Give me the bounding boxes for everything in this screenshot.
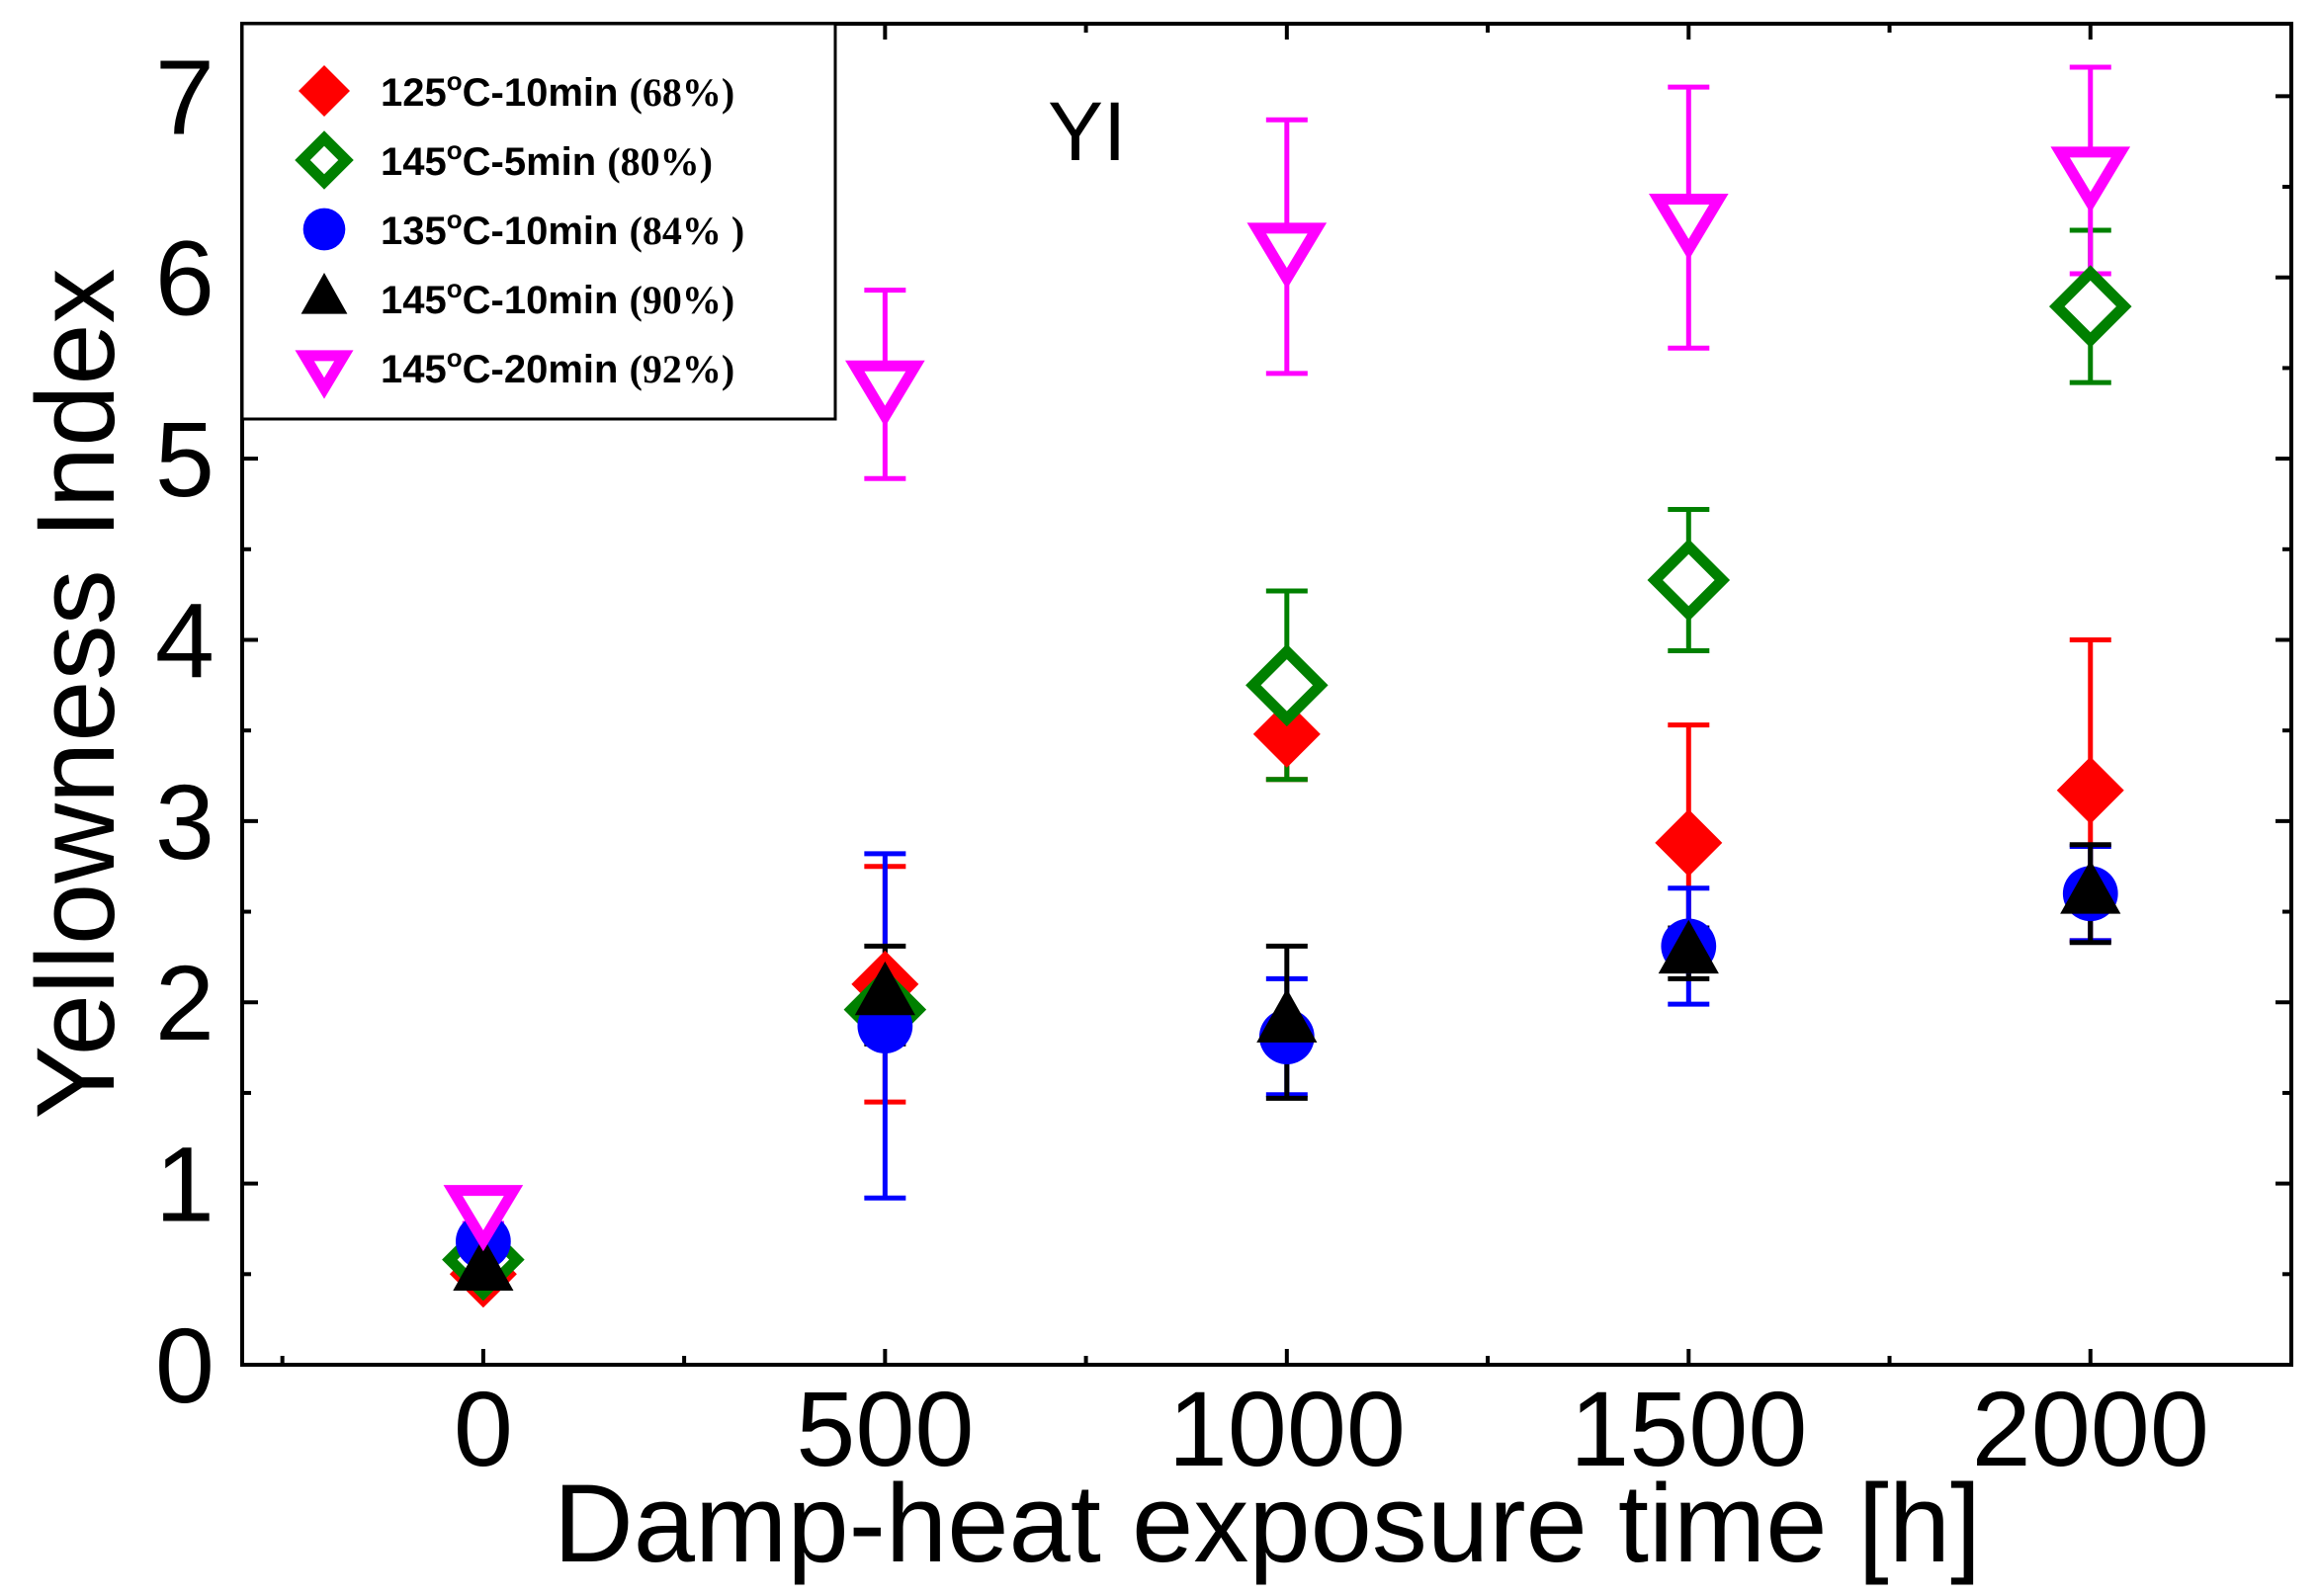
data-point	[2057, 273, 2124, 340]
x-tick-label: 2000	[1972, 1369, 2209, 1488]
y-tick-label: 2	[155, 943, 215, 1062]
y-axis-title: Yellowness Index	[14, 268, 137, 1119]
y-tick-label: 3	[155, 762, 215, 882]
legend: 125oC-10min (68%) 145oC-5min (80%) 135oC-1…	[242, 24, 835, 419]
y-tick-label: 5	[155, 399, 215, 519]
x-axis-title: Damp-heat exposure time [h]	[554, 1462, 1981, 1585]
data-point	[2057, 757, 2124, 824]
legend-label: 145oC-10min (90%)	[381, 274, 734, 322]
series-2	[450, 273, 2124, 1294]
y-tick-label: 1	[155, 1125, 215, 1244]
data-point	[1659, 200, 1719, 250]
data-point	[1256, 988, 1317, 1042]
data-point	[1253, 651, 1321, 718]
y-tick-label: 6	[155, 218, 215, 338]
yellowness-chart: 0 500 1000 1500 200001234567 YI Damp-heat ex…	[0, 0, 2319, 1596]
data-point	[1655, 546, 1722, 614]
legend-label: 135oC-10min (84% )	[381, 205, 744, 253]
y-tick-label: 7	[155, 37, 215, 156]
data-point	[1655, 809, 1722, 877]
x-tick-label: 0	[454, 1369, 513, 1488]
data-point	[855, 366, 915, 416]
chart-annotation: YI	[1048, 85, 1126, 178]
legend-label: 145oC-20min (92%)	[381, 343, 734, 391]
y-tick-label: 4	[155, 580, 215, 700]
data-point	[2060, 152, 2120, 203]
legend-label: 125oC-10min (68%)	[381, 66, 734, 115]
data-point	[1256, 228, 1317, 279]
legend-label: 145oC-5min (80%)	[381, 135, 713, 184]
y-tick-label: 0	[155, 1305, 215, 1425]
legend-marker	[303, 209, 346, 251]
